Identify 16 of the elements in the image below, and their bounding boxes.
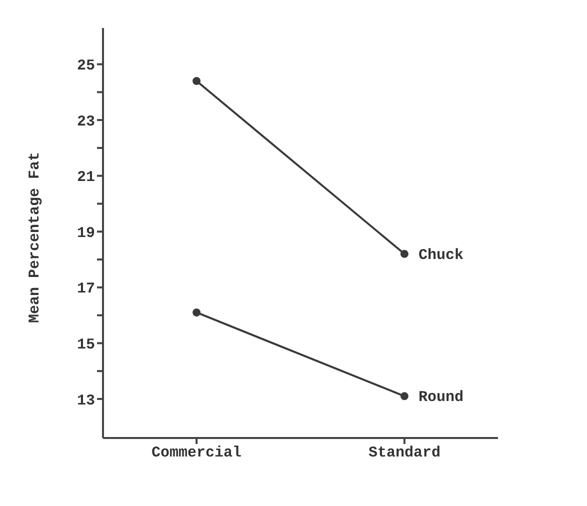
y-tick-label: 19 [76, 224, 95, 242]
y-tick-label: 13 [76, 392, 95, 410]
y-tick-label: 21 [76, 169, 95, 186]
point [192, 308, 201, 316]
y-tick-label: 17 [76, 280, 95, 298]
y-axis-title: Mean Percentage Fat [26, 152, 44, 323]
y-tick-label: 15 [76, 336, 95, 354]
point [192, 76, 201, 85]
point [400, 392, 408, 400]
x-tick-label: Commercial [152, 444, 242, 462]
x-tick-label: Standard [368, 444, 440, 462]
series-label: Round [418, 389, 464, 406]
point [400, 250, 408, 258]
y-tick-label: 23 [76, 113, 95, 130]
y-tick-label: 25 [76, 58, 95, 75]
series-label: Chuck [418, 246, 464, 264]
